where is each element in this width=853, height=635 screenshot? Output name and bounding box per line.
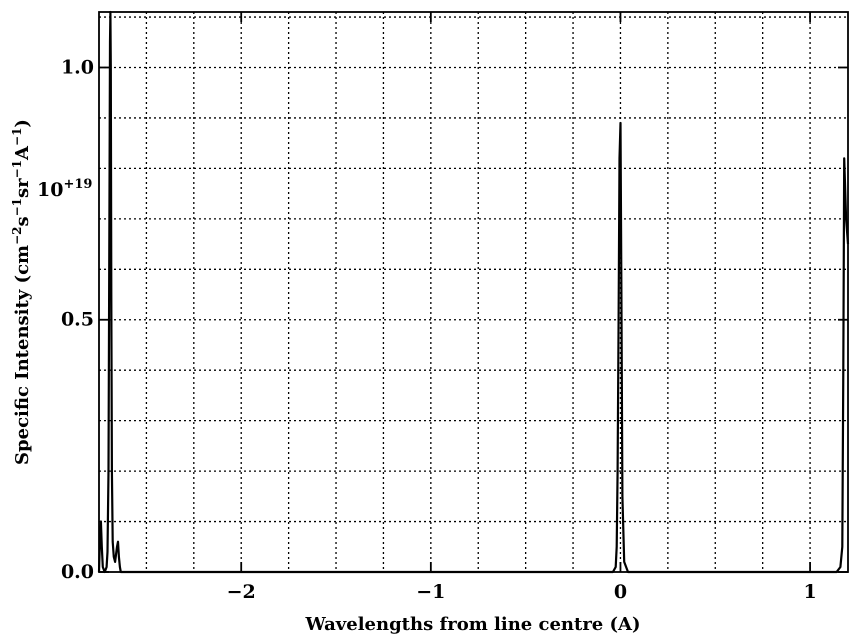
x-tick-label: 0: [614, 581, 627, 603]
x-axis-title: Wavelengths from line centre (A): [304, 614, 640, 635]
tick-labels: −2 −1 0 1 0.0 0.5 1.0: [61, 56, 817, 603]
y-tick-label: 1.0: [61, 56, 94, 78]
y-tick-label: 0.5: [61, 309, 94, 331]
x-tick-label: 1: [803, 581, 816, 603]
x-tick-label: −2: [227, 581, 256, 603]
x-tick-label: −1: [416, 581, 445, 603]
grid: [99, 12, 848, 572]
y-axis-title: Specific Intensity (cm−2s−1sr−1A−1): [10, 119, 33, 465]
plot-frame: [98, 11, 849, 573]
ticks: [99, 12, 848, 573]
series-line: [97, 10, 850, 574]
y-tick-label: 0.0: [61, 561, 94, 583]
y-multiplier-label: 10+19: [37, 177, 92, 201]
